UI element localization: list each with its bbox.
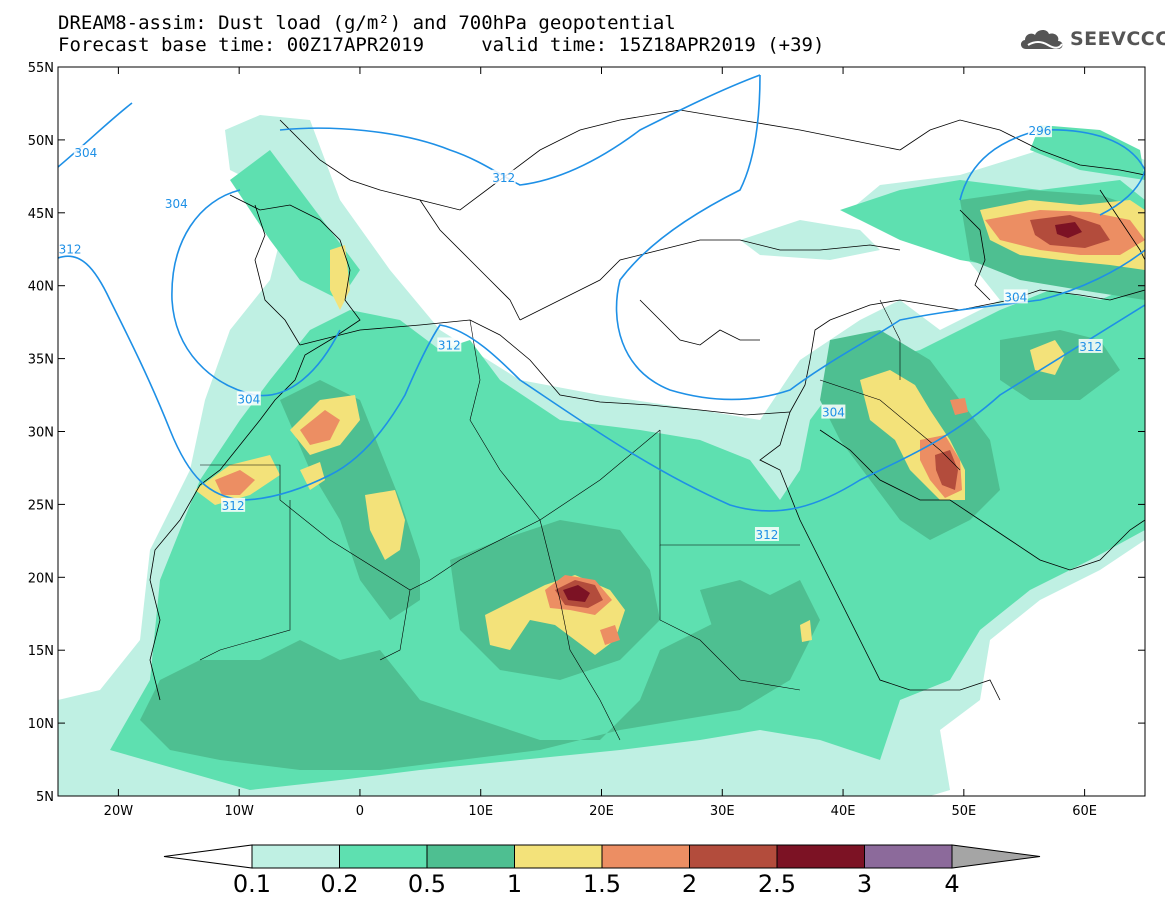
colorbar-label: 2 [682,870,697,898]
lat-tick-label: 35N [28,353,54,368]
country-borders [199,299,961,741]
geopotential-contours [58,74,1145,512]
colorbar-segment [339,844,428,869]
colorbar-label: 0.1 [233,870,271,898]
lon-tick-label: 20E [589,804,614,819]
geopotential-contour-label: 312 [59,242,82,256]
contour-labels: 304 304 312 312 296 304 312 304 312 304 312 312 [58,123,1103,542]
lon-tick-label: 10E [468,804,493,819]
colorbar-segment [864,844,953,869]
title-line-1: DREAM8-assim: Dust load (g/m²) and 700hP… [58,12,676,34]
contour-label-bg [221,497,246,512]
title-line-2: Forecast base time: 00Z17APR2019 valid t… [58,34,825,56]
colorbar-label: 4 [944,870,959,898]
logo-text: SEEVCCC [1070,28,1165,50]
contour-label-bg [73,145,98,160]
lon-tick-label: 0 [356,804,364,819]
geopotential-contour-label: 312 [222,499,245,513]
colorbar-min-triangle [163,844,253,869]
lon-tick-label: 50E [951,804,976,819]
colorbar-label: 1 [507,870,522,898]
geopotential-contour-label: 296 [1028,124,1051,138]
geopotential-contour-label: 312 [492,171,515,185]
colorbar-segment [426,844,515,869]
lat-tick-label: 25N [28,498,54,513]
colorbar-segment [776,844,865,869]
dust-field-2.5 [563,222,1082,602]
cloud-icon [1020,29,1063,49]
geopotential-contour-label: 312 [438,338,461,352]
lon-tick-label: 10W [224,804,254,819]
contour-label-bg [821,404,846,419]
contour-label-bg [1003,289,1028,304]
contour-label-bg [491,169,516,184]
contour-label-bg [164,196,189,211]
lon-tick-label: 20W [104,804,134,819]
contour-label-bg [236,391,261,406]
lat-tick-label: 10N [28,717,54,732]
lat-tick-label: 30N [28,426,54,441]
lat-tick-label: 45N [28,207,54,222]
latitude-axis: 55N 50N 45N 40N 35N 30N 25N 20N 15N 10N 5N [28,61,1145,805]
colorbar-segment [514,844,603,869]
longitude-axis: 20W 10W 0 10E 20E 30E 40E 50E 60E [104,67,1097,819]
colorbar-segment [689,844,778,869]
colorbar-segment [601,844,690,869]
colorbar-max-triangle [951,844,1041,869]
geopotential-contour-label: 304 [237,392,260,406]
colorbar-label: 3 [857,870,872,898]
contour-label-bg [1078,338,1103,353]
lon-tick-label: 60E [1072,804,1097,819]
colorbar-label: 2.5 [758,870,796,898]
colorbar-label: 0.2 [320,870,358,898]
colorbar-label: 0.5 [408,870,446,898]
contour-label-bg [754,527,779,542]
geopotential-contour-label: 304 [822,406,845,420]
geopotential-contour-label: 312 [1079,340,1102,354]
geopotential-contour-label: 304 [1004,290,1027,304]
colorbar: 0.1 0.2 0.5 1 1.5 2 2.5 3 4 [163,844,1041,898]
lat-tick-label: 20N [28,571,54,586]
lon-tick-label: 40E [831,804,856,819]
lat-tick-label: 50N [28,134,54,149]
lat-tick-label: 40N [28,280,54,295]
map-plot-area [58,67,1145,796]
colorbar-segment [251,844,340,869]
contour-label-bg [58,241,83,256]
contour-label-bg [437,337,462,352]
lat-tick-label: 15N [28,644,54,659]
geopotential-contour-label: 312 [756,528,779,542]
lat-tick-label: 55N [28,61,54,76]
colorbar-label: 1.5 [583,870,621,898]
geopotential-contour-label: 304 [165,197,188,211]
contour-label-bg [1027,123,1052,138]
lat-tick-label: 5N [36,790,54,805]
lon-tick-label: 30E [710,804,735,819]
seevccc-logo: SEEVCCC [1018,24,1165,54]
geopotential-contour-label: 304 [74,146,97,160]
